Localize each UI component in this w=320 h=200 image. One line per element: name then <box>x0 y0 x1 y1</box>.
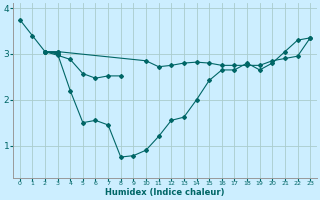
X-axis label: Humidex (Indice chaleur): Humidex (Indice chaleur) <box>105 188 225 197</box>
